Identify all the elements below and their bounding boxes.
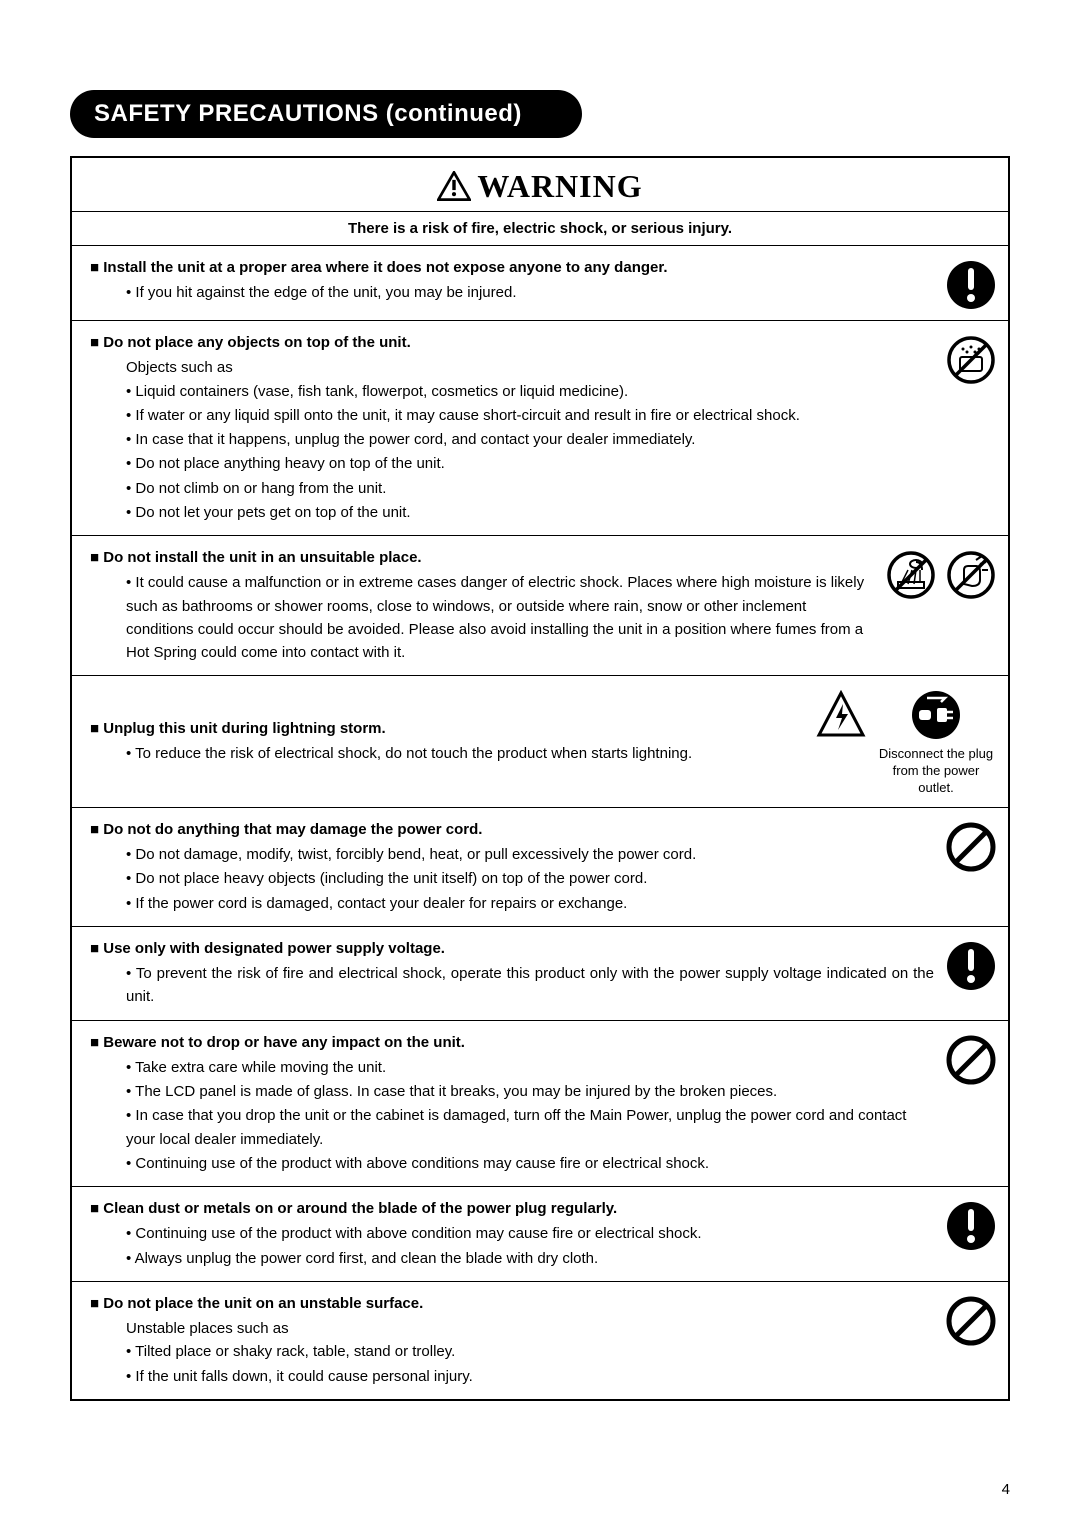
row-heading: Beware not to drop or have any impact on… [90,1031,934,1054]
row-icons [946,331,996,385]
prohibit_shower-icon [886,550,936,600]
warning-row: Do not place the unit on an unstable sur… [72,1282,1008,1399]
bullet-item: To prevent the risk of fire and electric… [126,962,934,1009]
row-icons [946,1292,996,1346]
row-icons [946,1197,996,1251]
row-icons [946,1031,996,1085]
warning-row: Do not do anything that may damage the p… [72,808,1008,927]
row-bullets: If you hit against the edge of the unit,… [126,281,934,304]
mandatory-icon [946,941,996,991]
row-text: Do not place any objects on top of the u… [90,331,934,525]
unplug-icon [911,690,961,740]
bullet-item: If you hit against the edge of the unit,… [126,281,934,304]
row-text: Do not place the unit on an unstable sur… [90,1292,934,1389]
warning-box: WARNING There is a risk of fire, electri… [70,156,1010,1401]
icon-caption: Disconnect the plug from the power outle… [876,746,996,797]
row-bullets: To reduce the risk of electrical shock, … [126,742,804,765]
row-heading: Unplug this unit during lightning storm. [90,717,804,740]
warning-row: Use only with designated power supply vo… [72,927,1008,1021]
row-text: Use only with designated power supply vo… [90,937,934,1010]
bullet-item: Do not place anything heavy on top of th… [126,452,934,475]
row-bullets: It could cause a malfunction or in extre… [126,571,874,664]
warning-header: WARNING [72,158,1008,212]
row-bullets: To prevent the risk of fire and electric… [126,962,934,1009]
row-text: Clean dust or metals on or around the bl… [90,1197,934,1271]
row-bullets: Take extra care while moving the unit.Th… [126,1056,934,1175]
bullet-item: If the power cord is damaged, contact yo… [126,892,934,915]
bullet-item: Tilted place or shaky rack, table, stand… [126,1340,934,1363]
row-icons [946,256,996,310]
bullet-item: Do not climb on or hang from the unit. [126,477,934,500]
row-text: Beware not to drop or have any impact on… [90,1031,934,1177]
row-subtext: Objects such as [126,356,934,379]
row-icons [946,937,996,991]
icon-col [816,690,866,740]
row-heading: Do not do anything that may damage the p… [90,818,934,841]
row-bullets: Continuing use of the product with above… [126,1222,934,1270]
page-number: 4 [1002,1481,1010,1498]
warning-row: Do not install the unit in an unsuitable… [72,536,1008,676]
mandatory-icon [946,1201,996,1251]
bullet-item: Do not place heavy objects (including th… [126,867,934,890]
prohibit-icon [946,1035,996,1085]
warning-row: Install the unit at a proper area where … [72,246,1008,321]
bullet-item: Always unplug the power cord first, and … [126,1247,934,1270]
row-heading: Use only with designated power supply vo… [90,937,934,960]
row-bullets: Liquid containers (vase, fish tank, flow… [126,380,934,525]
warning-row: Do not place any objects on top of the u… [72,321,1008,536]
bullet-item: Do not let your pets get on top of the u… [126,501,934,524]
row-icons: Disconnect the plug from the power outle… [816,686,996,797]
prohibit_wethand-icon [946,550,996,600]
bullet-item: If the unit falls down, it could cause p… [126,1365,934,1388]
row-text: Install the unit at a proper area where … [90,256,934,306]
icon-col: Disconnect the plug from the power outle… [876,690,996,797]
row-heading: Clean dust or metals on or around the bl… [90,1197,934,1220]
row-heading: Install the unit at a proper area where … [90,256,934,279]
bullet-item: Take extra care while moving the unit. [126,1056,934,1079]
warning-row: Beware not to drop or have any impact on… [72,1021,1008,1188]
bullet-item: Liquid containers (vase, fish tank, flow… [126,380,934,403]
bullet-item: Continuing use of the product with above… [126,1222,934,1245]
bullet-item: It could cause a malfunction or in extre… [126,571,874,664]
risk-statement: There is a risk of fire, electric shock,… [72,212,1008,246]
bullet-item: Continuing use of the product with above… [126,1152,934,1175]
section-title: SAFETY PRECAUTIONS (continued) [70,90,582,138]
warning-label: WARNING [477,168,642,204]
warning-row: Clean dust or metals on or around the bl… [72,1187,1008,1282]
row-heading: Do not install the unit in an unsuitable… [90,546,874,569]
bullet-item: If water or any liquid spill onto the un… [126,404,934,427]
row-icons [886,546,996,600]
bullet-item: Do not damage, modify, twist, forcibly b… [126,843,934,866]
prohibit_wet-icon [946,335,996,385]
bullet-item: To reduce the risk of electrical shock, … [126,742,804,765]
warning-triangle-icon [437,171,471,201]
row-heading: Do not place any objects on top of the u… [90,331,934,354]
prohibit-icon [946,822,996,872]
row-text: Do not do anything that may damage the p… [90,818,934,916]
row-bullets: Do not damage, modify, twist, forcibly b… [126,843,934,915]
row-bullets: Tilted place or shaky rack, table, stand… [126,1340,934,1388]
row-subtext: Unstable places such as [126,1317,934,1340]
bullet-item: In case that it happens, unplug the powe… [126,428,934,451]
mandatory-icon [946,260,996,310]
bullet-item: The LCD panel is made of glass. In case … [126,1080,934,1103]
lightning-icon [816,690,866,740]
bullet-item: In case that you drop the unit or the ca… [126,1104,934,1151]
row-text: Do not install the unit in an unsuitable… [90,546,874,665]
row-icons [946,818,996,872]
warning-row: Unplug this unit during lightning storm.… [72,676,1008,808]
row-heading: Do not place the unit on an unstable sur… [90,1292,934,1315]
prohibit-icon [946,1296,996,1346]
row-text: Unplug this unit during lightning storm.… [90,717,804,767]
